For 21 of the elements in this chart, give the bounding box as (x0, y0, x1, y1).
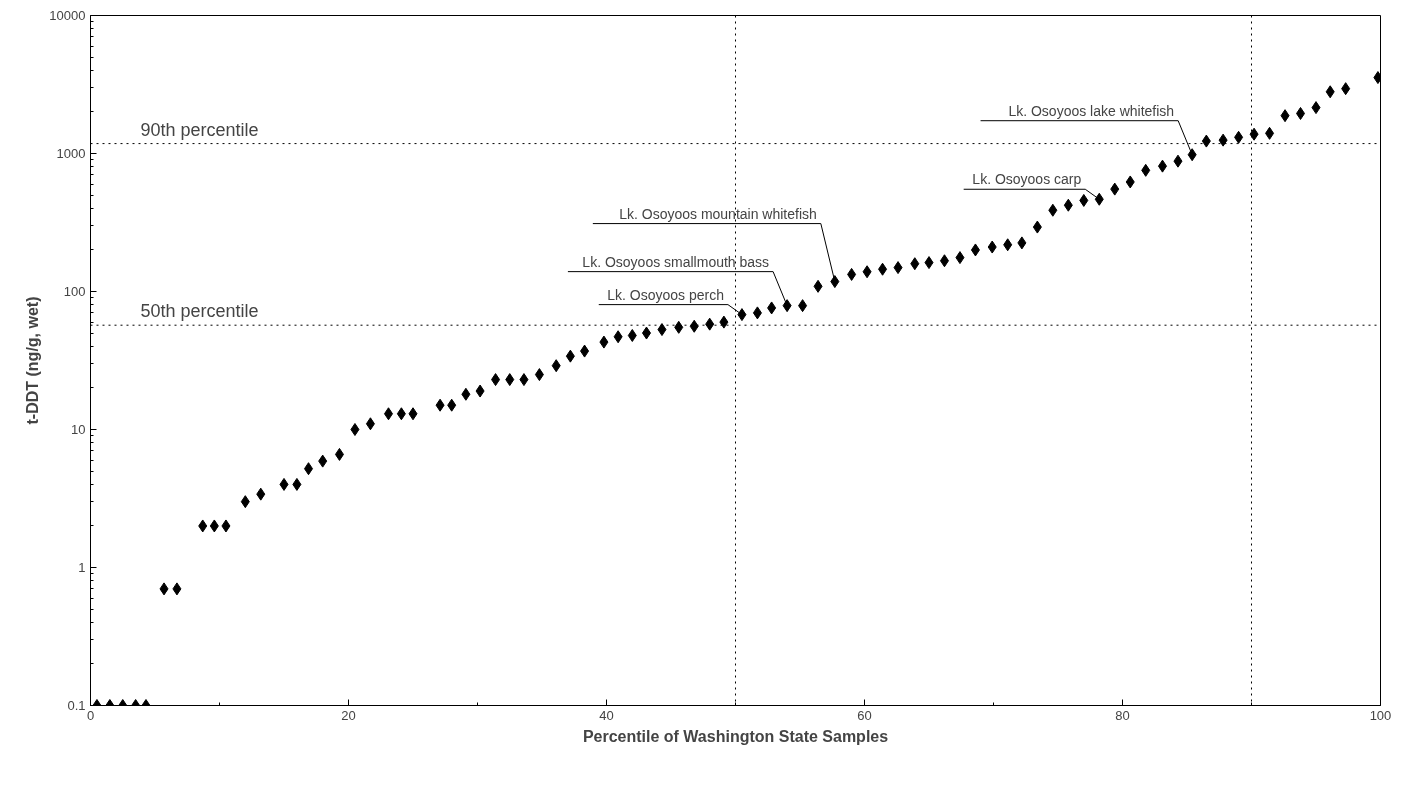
y-tick-label: 0.1 (67, 698, 86, 713)
annotation: Lk. Osoyoos mountain whitefish (619, 205, 817, 222)
x-tick-label: 100 (1369, 707, 1392, 723)
x-tick-label: 80 (1115, 707, 1130, 723)
x-tick-label: 0 (86, 707, 95, 723)
y-tick-label: 10 (71, 422, 86, 437)
annotation: Lk. Osoyoos carp (972, 171, 1082, 188)
annotation: Lk. Osoyoos lake whitefish (1008, 102, 1175, 119)
x-tick-label: 40 (599, 707, 614, 723)
x-axis-title: Percentile of Washington State Samples (582, 727, 889, 745)
y-tick-label: 1000 (56, 146, 86, 161)
annotation: Lk. Osoyoos perch (607, 286, 724, 303)
y-tick-label: 100 (63, 284, 86, 299)
y-axis-title: t-DDT (ng/g, wet) (24, 296, 42, 425)
y-tick-label: 1 (78, 560, 86, 575)
y-tick-label: 10000 (49, 8, 86, 23)
x-tick-label: 20 (341, 707, 356, 723)
ref-line-label: 90th percentile (140, 119, 259, 140)
ref-line-label: 50th percentile (140, 301, 259, 322)
annotation: Lk. Osoyoos smallmouth bass (582, 253, 770, 270)
x-tick-label: 60 (857, 707, 872, 723)
